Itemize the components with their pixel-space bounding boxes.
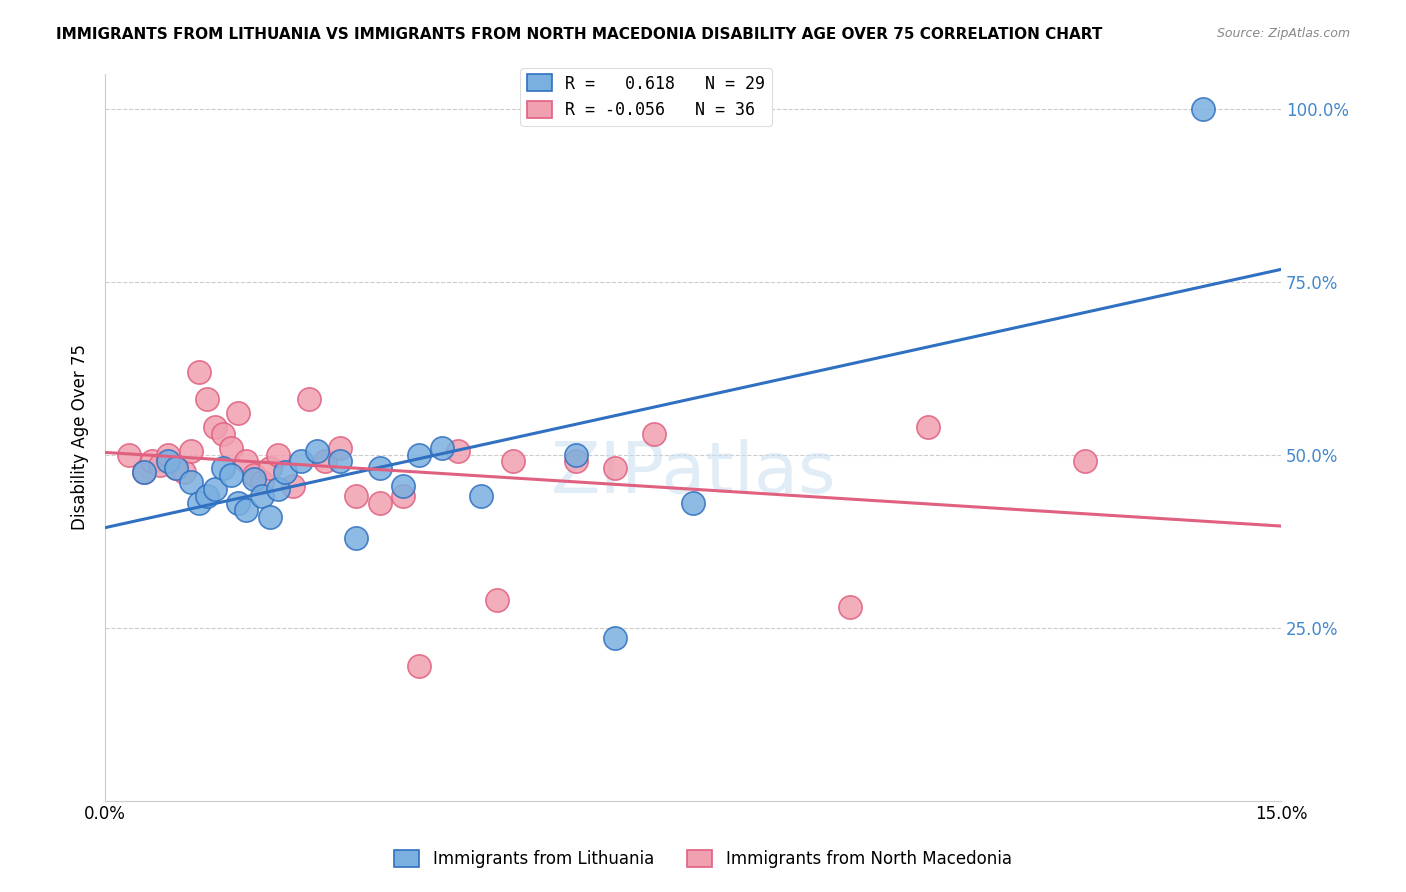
Point — [564, 454, 586, 468]
Point — [165, 461, 187, 475]
Point — [228, 496, 250, 510]
Point — [486, 593, 509, 607]
Point — [329, 454, 352, 468]
Point — [447, 444, 470, 458]
Point — [204, 420, 226, 434]
Point — [173, 465, 195, 479]
Point — [180, 475, 202, 490]
Point — [219, 441, 242, 455]
Point — [274, 465, 297, 479]
Point — [180, 444, 202, 458]
Y-axis label: Disability Age Over 75: Disability Age Over 75 — [72, 344, 89, 530]
Point — [188, 496, 211, 510]
Point — [195, 392, 218, 407]
Point — [243, 472, 266, 486]
Point — [1074, 454, 1097, 468]
Point — [564, 448, 586, 462]
Point — [219, 468, 242, 483]
Point — [211, 426, 233, 441]
Point — [603, 461, 626, 475]
Point — [259, 461, 281, 475]
Point — [243, 468, 266, 483]
Point — [917, 420, 939, 434]
Point — [156, 448, 179, 462]
Point — [1191, 102, 1213, 116]
Point — [195, 489, 218, 503]
Point — [211, 461, 233, 475]
Text: ZIPatlas: ZIPatlas — [550, 439, 837, 508]
Point — [408, 448, 430, 462]
Point — [235, 503, 257, 517]
Point — [368, 496, 391, 510]
Point — [250, 475, 273, 490]
Point — [368, 461, 391, 475]
Point — [283, 479, 305, 493]
Point — [603, 631, 626, 645]
Text: IMMIGRANTS FROM LITHUANIA VS IMMIGRANTS FROM NORTH MACEDONIA DISABILITY AGE OVER: IMMIGRANTS FROM LITHUANIA VS IMMIGRANTS … — [56, 27, 1102, 42]
Point — [165, 461, 187, 475]
Point — [266, 448, 288, 462]
Point — [470, 489, 492, 503]
Point — [134, 465, 156, 479]
Point — [298, 392, 321, 407]
Point — [329, 441, 352, 455]
Point — [290, 454, 312, 468]
Point — [266, 482, 288, 496]
Point — [643, 426, 665, 441]
Point — [344, 489, 367, 503]
Point — [141, 454, 163, 468]
Point — [188, 365, 211, 379]
Point — [502, 454, 524, 468]
Point — [682, 496, 704, 510]
Point — [250, 489, 273, 503]
Point — [344, 531, 367, 545]
Point — [314, 454, 336, 468]
Point — [408, 658, 430, 673]
Point — [134, 465, 156, 479]
Point — [149, 458, 172, 472]
Point — [305, 444, 328, 458]
Point — [838, 599, 860, 614]
Text: Source: ZipAtlas.com: Source: ZipAtlas.com — [1216, 27, 1350, 40]
Point — [259, 509, 281, 524]
Point — [432, 441, 454, 455]
Point — [204, 482, 226, 496]
Point — [228, 406, 250, 420]
Point — [392, 489, 415, 503]
Legend: R =   0.618   N = 29, R = -0.056   N = 36: R = 0.618 N = 29, R = -0.056 N = 36 — [520, 68, 772, 126]
Point — [118, 448, 141, 462]
Legend: Immigrants from Lithuania, Immigrants from North Macedonia: Immigrants from Lithuania, Immigrants fr… — [388, 843, 1018, 875]
Point — [235, 454, 257, 468]
Point — [156, 454, 179, 468]
Point — [392, 479, 415, 493]
